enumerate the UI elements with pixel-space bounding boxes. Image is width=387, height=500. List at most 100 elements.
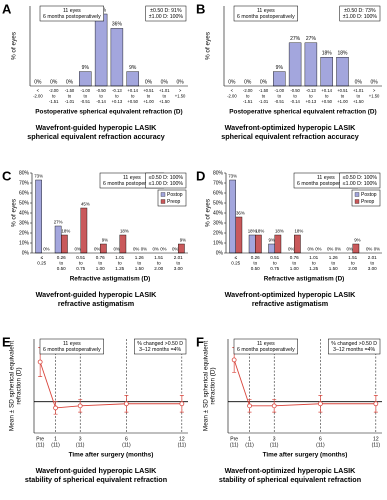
value-label: 18% xyxy=(275,229,284,234)
caption: spherical equivalent refraction accuracy xyxy=(221,132,358,141)
y-axis-title: % of eyes xyxy=(11,199,18,227)
info-box-frame xyxy=(233,5,298,22)
y-tick-label: 60% xyxy=(213,190,224,196)
info-box-frame xyxy=(134,338,187,355)
bar xyxy=(352,243,360,254)
x-tick-label: to xyxy=(253,261,257,266)
y-tick-label: 60% xyxy=(19,190,30,196)
bar xyxy=(248,234,256,254)
value-label: 0% xyxy=(160,247,166,252)
x-tick-label: 1.50 xyxy=(135,266,144,271)
y-tick-label: 40% xyxy=(213,210,224,216)
x-tick-label: -0.50 xyxy=(96,88,106,93)
info-box-text: ±0.50 D: 91% xyxy=(150,8,182,14)
caption: Wavefront-optimized hyperopic LASIK xyxy=(225,290,357,299)
x-tick-label: -1.01 xyxy=(65,99,75,104)
info-box-text: 6 months postoperatively xyxy=(297,181,355,187)
y-tick-label: 30% xyxy=(19,220,30,226)
x-tick-label: to xyxy=(99,94,103,99)
value-label: 0% xyxy=(152,247,158,252)
info-box: ±0.50 D: 91%±1.00 D: 100% xyxy=(145,5,187,22)
x-tick-label: 0.51 xyxy=(270,255,279,260)
value-label: 36% xyxy=(236,211,245,216)
x-tick-label: to xyxy=(118,261,122,266)
x-tick-label: -0.14 xyxy=(96,99,106,104)
value-label: 0% xyxy=(346,247,352,252)
x-tick-label: to xyxy=(52,94,56,99)
x-count-label: (11) xyxy=(76,442,85,448)
value-label: 0% xyxy=(50,79,58,85)
y-tick-label: 10% xyxy=(213,240,224,246)
value-label: 0% xyxy=(335,247,341,252)
caption: Wavefront-guided hyperopic LASIK xyxy=(36,123,158,132)
mean-point xyxy=(231,357,237,363)
x-tick-label: to xyxy=(370,261,374,266)
y-axis-title: % of eyes xyxy=(205,199,212,227)
info-box-text: ±0.50 D: 73% xyxy=(344,8,376,14)
y-tick-label: 0% xyxy=(22,250,30,256)
x-tick-label: -0.13 xyxy=(112,88,122,93)
value-label: 0% xyxy=(141,247,147,252)
info-box-text: 6 months postoperatively xyxy=(237,347,295,353)
x-count-label: (11) xyxy=(178,442,187,448)
legend-label: Postop xyxy=(361,192,377,198)
info-box: ≤0.50 D: 100%≤1.00 D: 100% xyxy=(339,172,381,189)
value-label: 0% xyxy=(374,247,380,252)
x-tick-label: -1.51 xyxy=(243,99,253,104)
bar xyxy=(304,42,318,87)
x-axis-title: Refractive astigmatism (D) xyxy=(264,276,345,283)
info-box: % changed >0.50 D3–12 months =4% xyxy=(328,338,381,355)
bar xyxy=(235,216,243,254)
x-tick-label: to xyxy=(147,94,151,99)
value-label: 0% xyxy=(113,247,119,252)
x-axis-title: Refractive astigmatism (D) xyxy=(70,276,151,283)
info-box-frame xyxy=(339,5,381,22)
x-tick-label: to xyxy=(131,94,135,99)
x-tick-label: 6 xyxy=(319,436,322,442)
y-tick-label: 50% xyxy=(19,200,30,206)
x-tick-label: -2.00 xyxy=(227,94,237,99)
x-tick-label: ≤ xyxy=(40,255,43,260)
x-count-label: (11) xyxy=(122,442,131,448)
value-label: 0% xyxy=(355,79,363,85)
value-label: 9% xyxy=(354,238,360,243)
mean-point xyxy=(77,403,83,409)
x-tick-label: 0.25 xyxy=(37,261,46,266)
value-label: 73% xyxy=(34,174,43,179)
x-tick-label: 2.00 xyxy=(348,266,357,271)
value-label: 18% xyxy=(255,229,264,234)
info-box-text: 6 months postoperatively xyxy=(103,181,161,187)
bar xyxy=(320,57,333,87)
x-tick-label: 0.75 xyxy=(76,266,85,271)
x-tick-label: to xyxy=(98,261,102,266)
bar xyxy=(126,71,139,87)
value-label: 0% xyxy=(260,79,268,85)
x-tick-label: to xyxy=(292,261,296,266)
x-tick-label: -0.51 xyxy=(275,99,285,104)
x-tick-label: 0.75 xyxy=(270,266,279,271)
bar xyxy=(94,13,108,87)
x-tick-label: 1.00 xyxy=(96,266,105,271)
x-tick-label: -0.51 xyxy=(81,99,91,104)
value-label: 18% xyxy=(337,51,348,57)
legend-label: Preop xyxy=(361,199,375,205)
x-tick-label: 12 xyxy=(373,436,379,442)
x-tick-label: 0.76 xyxy=(96,255,105,260)
value-label: 18% xyxy=(120,229,129,234)
info-box-text: 11 eyes xyxy=(63,341,81,347)
info-box-text: 3–12 months =4% xyxy=(139,347,181,353)
value-label: 9% xyxy=(129,65,137,71)
bar xyxy=(110,28,124,87)
info-box-frame xyxy=(339,172,381,189)
mean-point xyxy=(179,401,185,407)
x-tick-label: +0.51 xyxy=(337,88,348,93)
y-axis-title: refraction (D) xyxy=(16,367,23,404)
x-tick-label: +0.13 xyxy=(112,99,123,104)
value-label: 0% xyxy=(370,79,378,85)
x-tick-label: to xyxy=(84,94,88,99)
value-label: 9% xyxy=(102,238,108,243)
x-count-label: (11) xyxy=(245,442,254,448)
